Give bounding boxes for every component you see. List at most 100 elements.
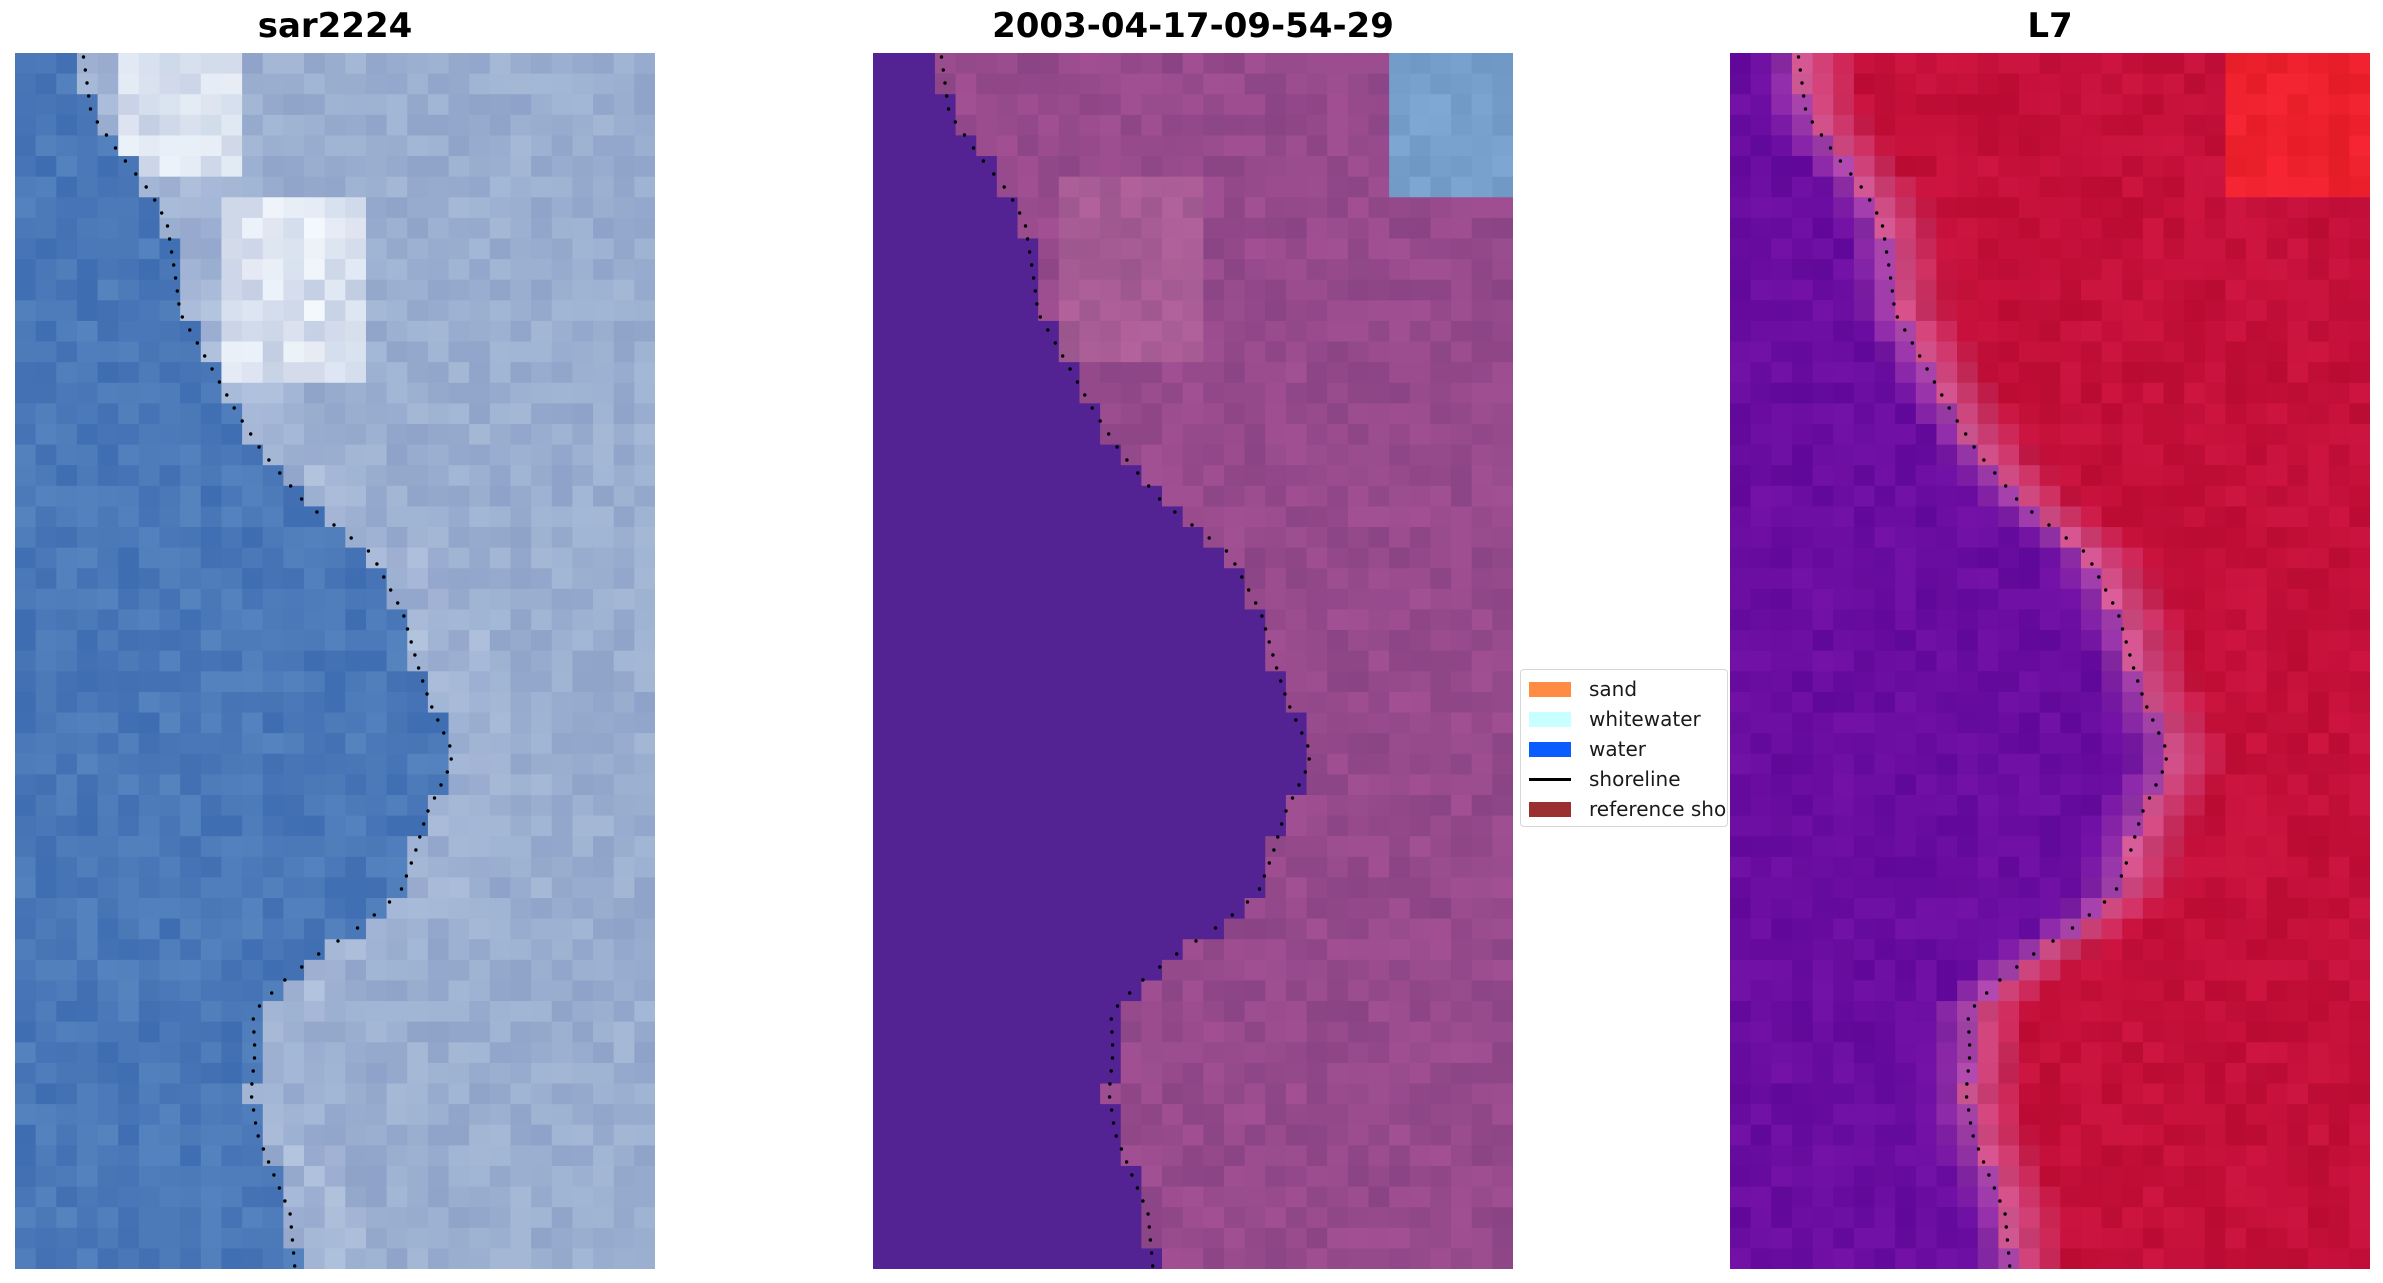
classified-pixel (1451, 1186, 1473, 1208)
index-pixel (2287, 135, 2309, 157)
rgb-pixel (407, 1145, 429, 1167)
classified-pixel (1492, 176, 1513, 198)
classified-pixel (1347, 423, 1370, 446)
classified-pixel (1409, 877, 1432, 899)
rgb-pixel (427, 547, 450, 569)
rgb-pixel (76, 444, 99, 466)
rgb-shoreline-dot (253, 1121, 258, 1125)
classified-pixel (1120, 135, 1142, 157)
rgb-pixel (242, 382, 264, 404)
classified-pixel (1347, 1021, 1370, 1043)
index-pixel (1977, 94, 1999, 116)
classified-pixel (1079, 362, 1101, 384)
index-pixel (1957, 630, 1979, 652)
rgb-pixel (386, 1124, 408, 1146)
index-pixel (1895, 197, 1917, 219)
classified-pixel (1368, 1145, 1390, 1167)
rgb-pixel (510, 630, 532, 652)
rgb-pixel (35, 279, 57, 301)
rgb-pixel (427, 1186, 450, 1208)
rgb-pixel (159, 73, 181, 95)
classified-pixel (1265, 341, 1287, 363)
classified-pixel (1471, 939, 1493, 961)
classified-pixel (1347, 733, 1370, 755)
rgb-pixel (159, 1145, 181, 1167)
classified-pixel (1347, 588, 1370, 611)
rgb-pixel (427, 1248, 450, 1269)
classified-pixel (1306, 588, 1328, 611)
classified-pixel (1223, 1227, 1246, 1249)
classified-pixel (1347, 1207, 1370, 1229)
index-pixel (1957, 341, 1979, 363)
classified-pixel (1347, 114, 1370, 137)
rgb-pixel (159, 341, 181, 363)
classified-pixel (1430, 1186, 1452, 1208)
classified-pixel (1306, 1207, 1328, 1229)
index-pixel (1730, 527, 1752, 549)
classified-pixel (1120, 94, 1142, 116)
rgb-pixel (15, 73, 37, 95)
rgb-pixel (221, 691, 243, 714)
classified-pixel (1203, 1021, 1225, 1043)
index-pixel (1998, 671, 2020, 693)
rgb-pixel (56, 588, 78, 611)
classified-pixel (1244, 73, 1266, 95)
classified-pixel (996, 877, 1019, 899)
index-pixel (2246, 753, 2268, 775)
index-pixel (2266, 403, 2289, 425)
index-pixel (1771, 156, 1793, 178)
index-pixel (2308, 238, 2330, 260)
rgb-pixel (324, 794, 346, 817)
rgb-pixel (489, 609, 512, 631)
classified-pixel (955, 753, 977, 775)
index-pixel (2246, 382, 2268, 404)
rgb-pixel (200, 856, 223, 879)
classified-pixel (1347, 691, 1370, 714)
index-pixel (2308, 176, 2330, 198)
index-pixel (2163, 320, 2185, 343)
rgb-pixel (242, 527, 264, 549)
index-pixel (1977, 630, 1999, 652)
classified-pixel (1492, 382, 1513, 404)
index-pixel (1730, 423, 1752, 446)
classified-pixel (1244, 114, 1266, 137)
classified-pixel (1079, 588, 1101, 611)
rgb-pixel (634, 197, 655, 219)
rgb-shoreline-dot (409, 861, 413, 865)
index-pixel (1936, 341, 1958, 363)
rgb-pixel (15, 939, 37, 961)
rgb-pixel (634, 320, 655, 343)
classified-pixel (1120, 217, 1142, 240)
index-pixel (1977, 506, 1999, 528)
rgb-pixel (469, 898, 491, 920)
index-pixel (1771, 485, 1793, 508)
rgb-pixel (304, 279, 326, 301)
rgb-shoreline-dot (418, 835, 422, 839)
index-pixel (2142, 691, 2165, 714)
index-pixel (1936, 712, 1958, 734)
classified-pixel (1203, 444, 1225, 466)
rgb-pixel (283, 259, 305, 281)
rgb-pixel (324, 1001, 346, 1023)
rgb-pixel (613, 1021, 635, 1043)
classified-pixel (873, 362, 895, 384)
index-pixel (2184, 444, 2206, 466)
index-pixel (2266, 753, 2289, 775)
rgb-pixel (510, 939, 532, 961)
rgb-pixel (427, 527, 450, 549)
rgb-pixel (304, 300, 326, 322)
rgb-pixel (489, 1207, 512, 1229)
classified-pixel (955, 1124, 977, 1146)
classified-pixel (1492, 485, 1513, 508)
index-pixel (2142, 382, 2165, 404)
classified-pixel (893, 259, 915, 281)
index-pixel (2204, 465, 2227, 487)
index-pixel (2184, 650, 2206, 672)
classified-pixel (1471, 774, 1493, 796)
classified-pixel (1141, 733, 1163, 755)
rgb-pixel (200, 114, 223, 137)
classified-pixel (1079, 939, 1101, 961)
index-pixel (2080, 733, 2103, 755)
classified-pixel (1141, 382, 1163, 404)
rgb-pixel (427, 712, 450, 734)
